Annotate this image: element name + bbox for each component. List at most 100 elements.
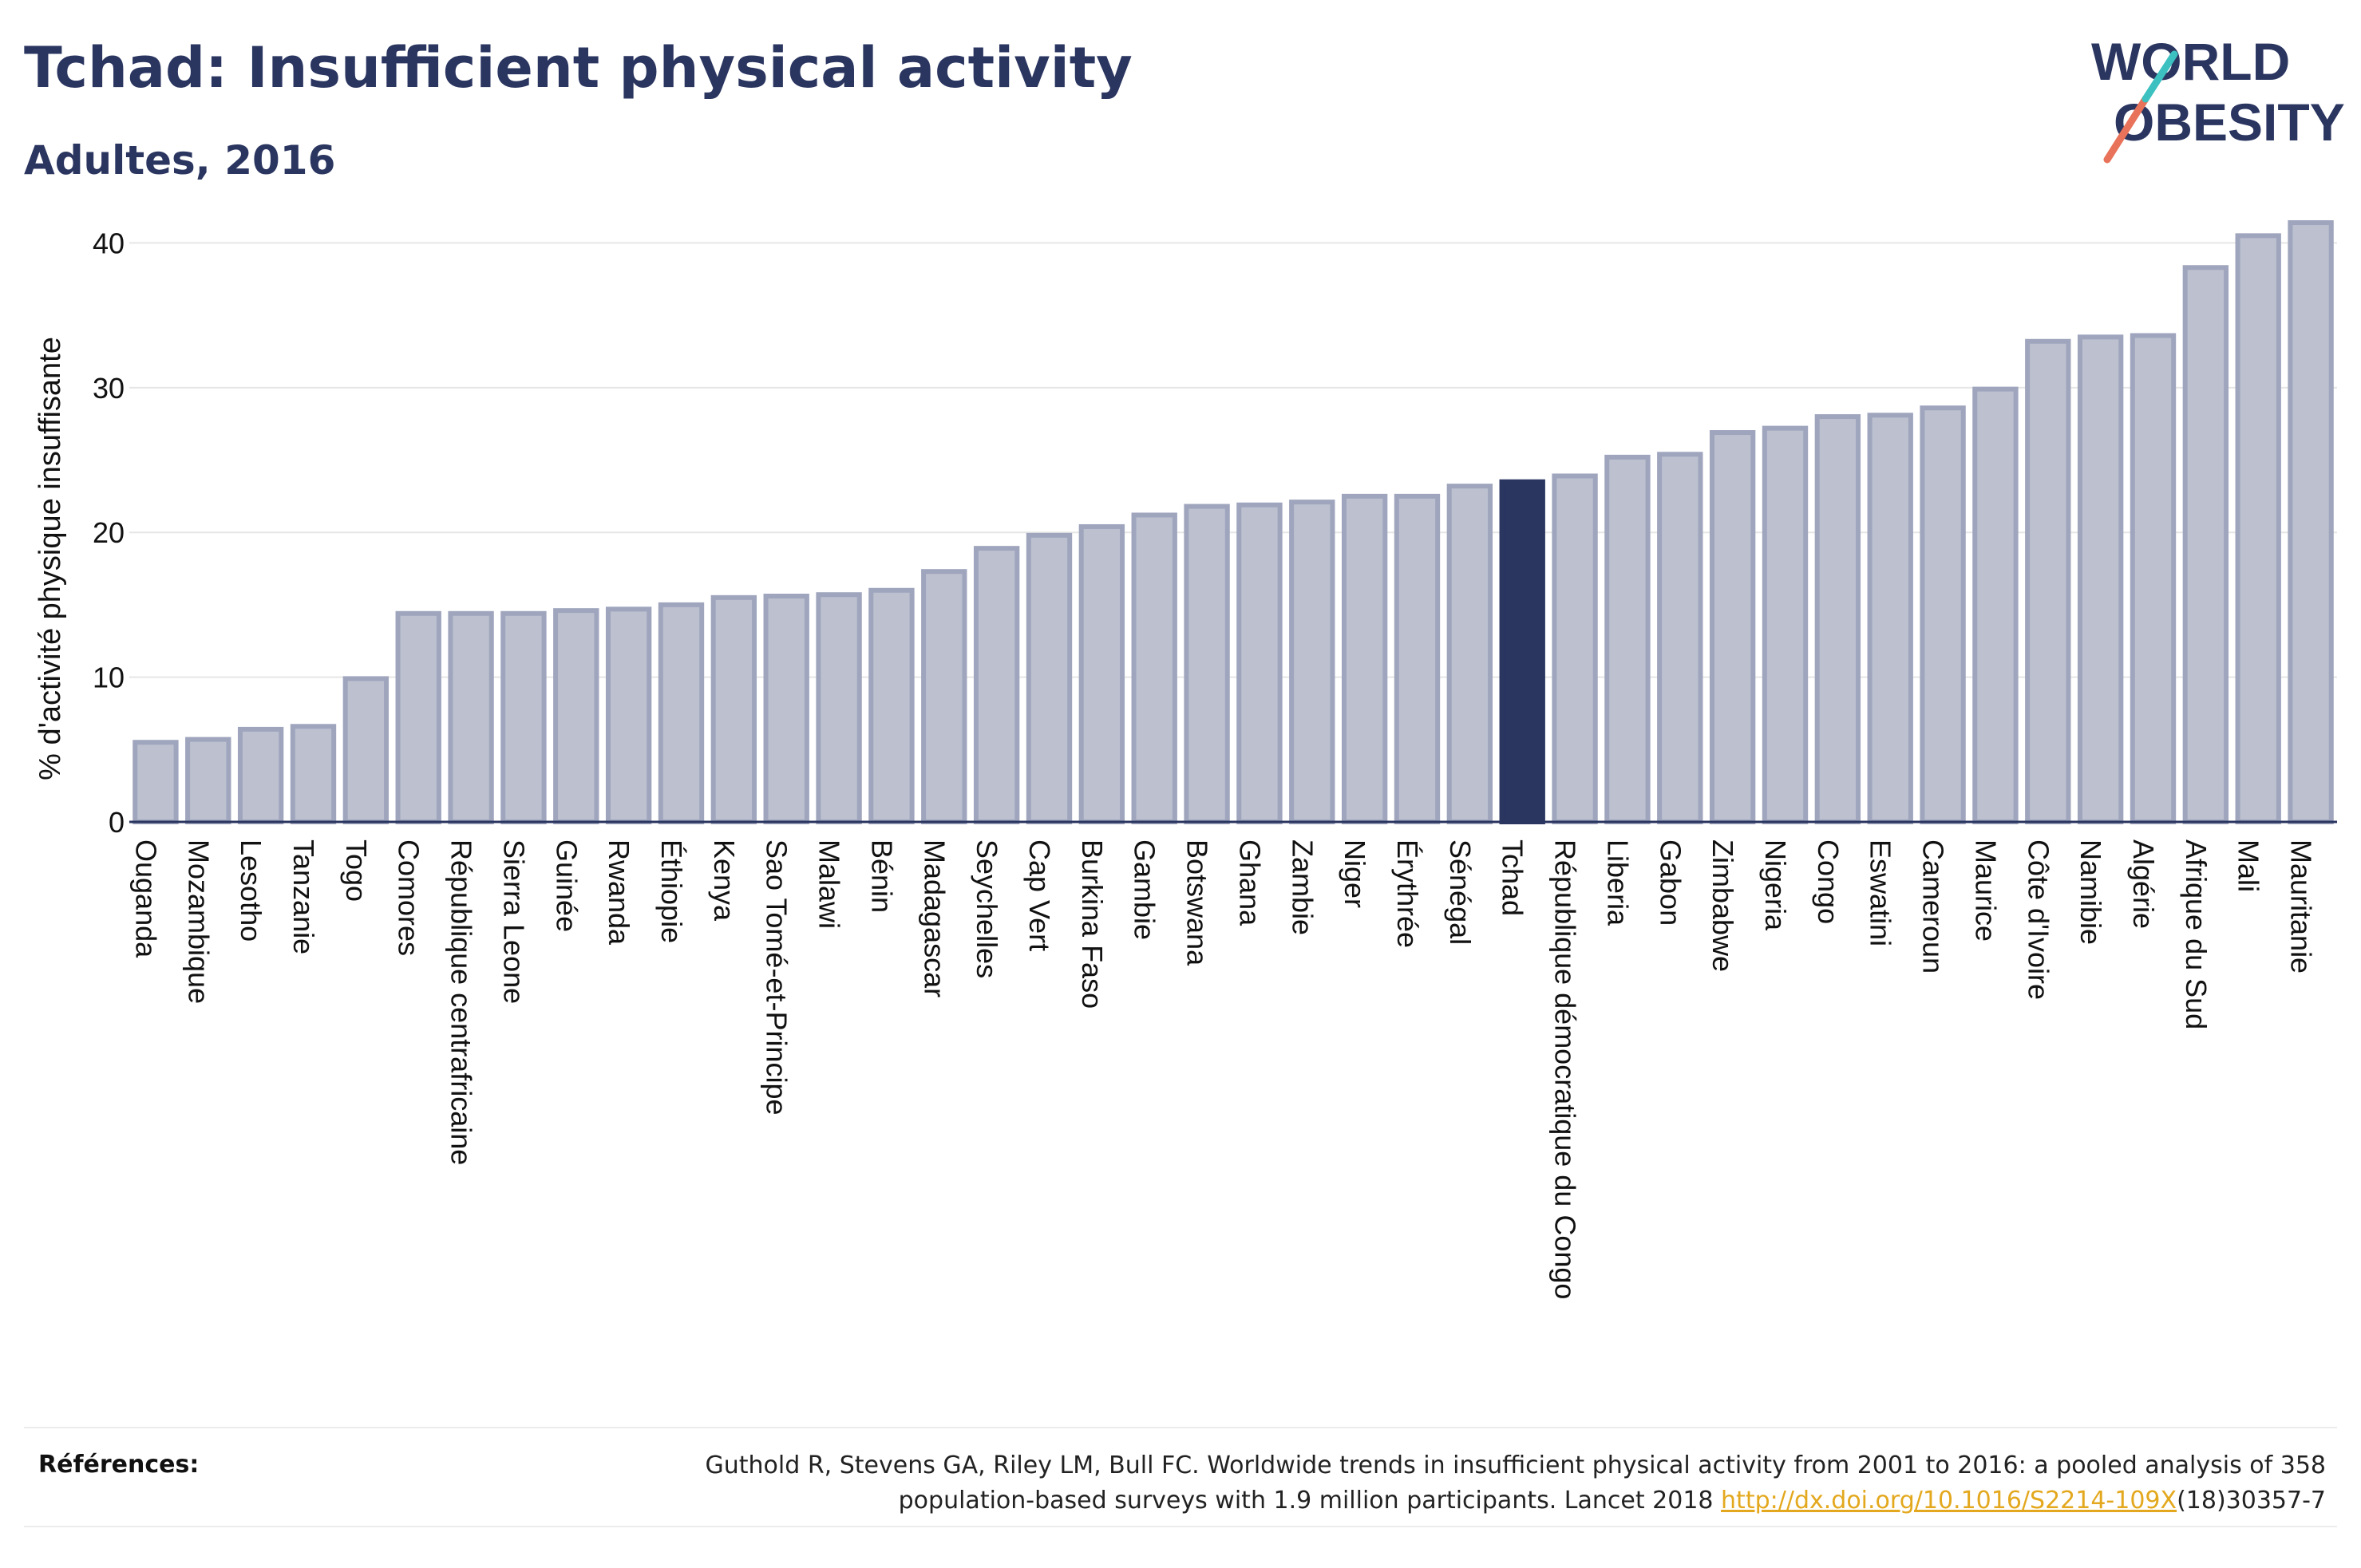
world-obesity-logo: WORLD OBESITY	[2091, 32, 2345, 164]
chart-title: Tchad: Insufficient physical activity	[24, 35, 1133, 101]
bar-Cap Vert[interactable]	[1026, 532, 1073, 824]
x-tick-label: Kenya	[708, 839, 741, 922]
x-tick-label: Tanzanie	[287, 839, 320, 954]
reference-line-2-end: (18)30357-7	[2177, 1487, 2326, 1515]
bar-Namibie[interactable]	[2077, 334, 2124, 825]
x-tick-label: Algérie	[2127, 839, 2160, 929]
bar-Gambie[interactable]	[1131, 512, 1177, 824]
x-tick-label: Congo	[1812, 839, 1845, 924]
x-tick-label: Malawi	[813, 839, 846, 929]
x-tick-label: Maurice	[1969, 839, 2002, 942]
bar-Lesotho[interactable]	[237, 726, 284, 825]
x-tick-label: Niger	[1339, 839, 1371, 908]
bar-République démocratique du Congo[interactable]	[1552, 473, 1598, 824]
bar-Ghana[interactable]	[1236, 502, 1283, 825]
bar-Comores[interactable]	[395, 610, 441, 824]
bar-Zambie[interactable]	[1289, 500, 1335, 824]
x-tick-label: Zambie	[1286, 839, 1319, 935]
logo-word-world: WORLD	[2091, 32, 2290, 91]
bars	[132, 220, 2334, 825]
y-tick-label: 0	[109, 806, 125, 839]
x-tick-label: Liberia	[1601, 839, 1634, 926]
x-tick-label: Sénégal	[1444, 839, 1477, 945]
bar-Sierra Leone[interactable]	[500, 610, 547, 824]
y-tick-label: 30	[93, 372, 125, 405]
bar-Togo[interactable]	[342, 676, 390, 824]
x-tick-label: Zimbabwe	[1706, 839, 1739, 972]
bar-Afrique du Sud[interactable]	[2182, 265, 2229, 825]
reference-doi-link[interactable]: http://dx.doi.org/10.1016/S2214-109X	[1721, 1487, 2177, 1515]
bar-Érythrée[interactable]	[1394, 493, 1441, 824]
bar-Bénin[interactable]	[868, 587, 915, 824]
references-top-rule	[24, 1427, 2337, 1428]
x-tick-label: Mali	[2232, 839, 2265, 892]
x-tick-label: République centrafricaine	[445, 839, 478, 1165]
x-tick-label: Guinée	[550, 839, 583, 932]
chart-subtitle: Adultes, 2016	[24, 137, 336, 184]
x-tick-label: Tchad	[1497, 839, 1529, 916]
x-tick-label: Burkina Faso	[1076, 839, 1109, 1009]
bar-Burkina Faso[interactable]	[1078, 523, 1125, 824]
x-tick-label: Ghana	[1233, 839, 1266, 926]
bar-Eswatini[interactable]	[1867, 413, 1913, 824]
x-tick-label: Gambie	[1129, 839, 1161, 940]
bar-Madagascar[interactable]	[921, 569, 967, 824]
bar-Côte d'Ivoire[interactable]	[2025, 338, 2071, 824]
bar-Ouganda[interactable]	[132, 740, 179, 824]
bar-Sénégal[interactable]	[1446, 484, 1493, 824]
bar-Maurice[interactable]	[1972, 386, 2019, 824]
x-tick-label: Nigeria	[1759, 839, 1792, 931]
bar-Zimbabwe[interactable]	[1709, 430, 1756, 824]
x-tick-labels: Ouganda Mozambique Lesotho Tanzanie Togo Como…	[129, 839, 2317, 1299]
reference-line-2: population-based surveys with 1.9 millio…	[898, 1487, 1722, 1515]
bar-Rwanda[interactable]	[605, 606, 652, 824]
y-tick-label: 10	[93, 662, 125, 694]
x-tick-label: Afrique du Sud	[2180, 839, 2213, 1029]
bar-Sao Tomé-et-Principe[interactable]	[763, 594, 809, 824]
x-tick-label: Rwanda	[603, 839, 635, 946]
bar-Congo[interactable]	[1814, 414, 1861, 824]
bar-Éthiopie[interactable]	[658, 602, 705, 824]
bar-Tchad[interactable]	[1499, 479, 1545, 825]
bar-Niger[interactable]	[1341, 493, 1388, 824]
y-axis-label: % d'activité physique insuffisante	[34, 337, 67, 780]
y-tick-label: 20	[93, 516, 125, 549]
bar-Liberia[interactable]	[1604, 454, 1651, 824]
bar-Algérie[interactable]	[2130, 333, 2177, 824]
bar-République centrafricaine[interactable]	[448, 610, 494, 824]
logo-word-obesity: OBESITY	[2114, 93, 2345, 152]
x-tick-label: Éthiopie	[655, 839, 688, 943]
bar-Mali[interactable]	[2235, 233, 2281, 825]
x-tick-label: Cameroun	[1917, 839, 1950, 974]
x-tick-label: Comores	[393, 839, 425, 956]
y-tick-label: 40	[93, 227, 125, 259]
bar-Mauritanie[interactable]	[2288, 220, 2334, 824]
reference-line-1: Guthold R, Stevens GA, Riley LM, Bull FC…	[705, 1451, 2326, 1479]
x-tick-label: République démocratique du Congo	[1549, 839, 1582, 1299]
y-tick-labels: 0 10 20 30 40	[93, 227, 125, 839]
bar-Kenya[interactable]	[710, 594, 757, 824]
bar-Gabon[interactable]	[1657, 452, 1703, 824]
x-tick-label: Gabon	[1654, 839, 1687, 926]
bar-chart: 0 10 20 30 40 Ouganda Mozambique Lesotho Tanzan…	[34, 220, 2337, 1299]
bar-Seychelles[interactable]	[973, 546, 1020, 824]
bar-Mozambique[interactable]	[185, 737, 231, 825]
x-tick-label: Mauritanie	[2285, 839, 2318, 974]
bar-Nigeria[interactable]	[1762, 425, 1809, 825]
logo-slash-teal	[2142, 50, 2178, 103]
bar-Guinée[interactable]	[553, 608, 599, 824]
x-tick-label: Sao Tomé-et-Principe	[761, 839, 793, 1116]
bar-Malawi[interactable]	[816, 592, 862, 824]
x-tick-label: Eswatini	[1865, 839, 1897, 946]
x-tick-label: Namibie	[2074, 839, 2107, 945]
bar-Botswana[interactable]	[1184, 504, 1230, 825]
x-tick-label: Sierra Leone	[497, 839, 530, 1004]
bar-Tanzanie[interactable]	[290, 724, 337, 824]
bar-Cameroun[interactable]	[1920, 405, 1966, 824]
x-tick-label: Côte d'Ivoire	[2022, 839, 2055, 1000]
references-bottom-rule	[24, 1526, 2337, 1527]
logo-slash-red	[2103, 95, 2149, 164]
x-tick-label: Seychelles	[971, 839, 1003, 978]
x-tick-label: Bénin	[865, 839, 898, 913]
x-tick-label: Togo	[340, 839, 373, 902]
